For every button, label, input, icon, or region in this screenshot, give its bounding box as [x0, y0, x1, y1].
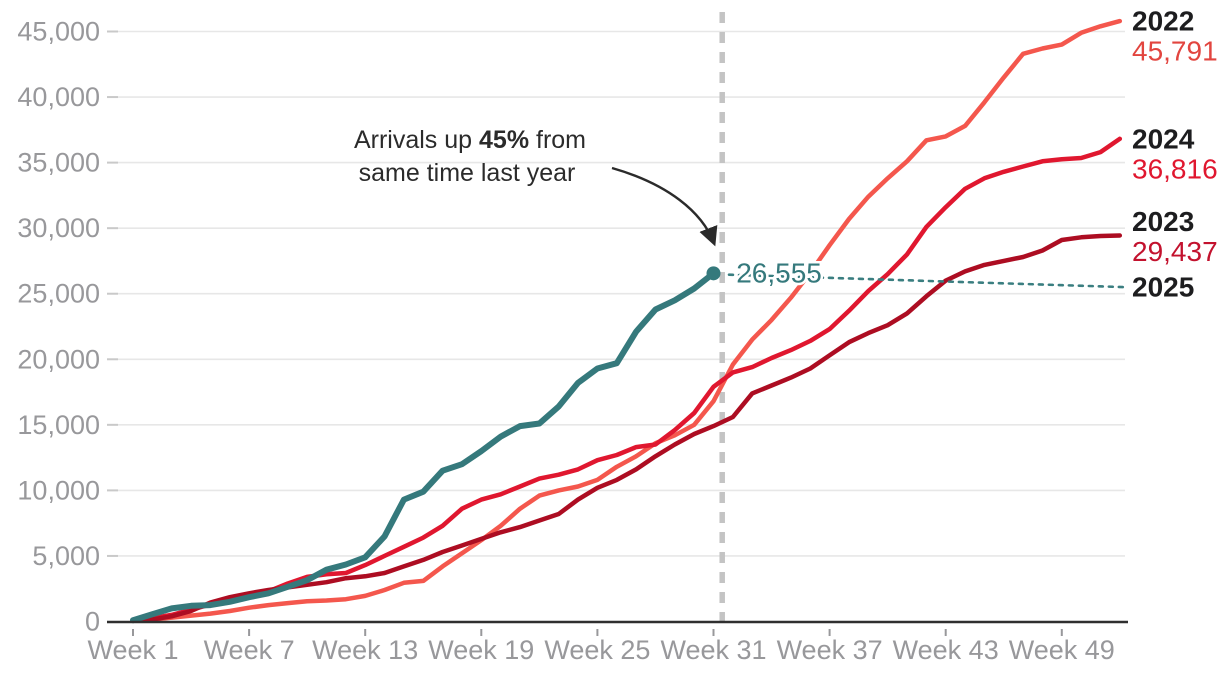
year-label-2022: 2022 — [1132, 6, 1194, 37]
final-value-label-2022: 45,791 — [1132, 36, 1218, 67]
series-lines — [130, 18, 1127, 624]
year-label-2025: 2025 — [1132, 272, 1194, 303]
y-axis-label: 45,000 — [17, 17, 100, 47]
gridlines: 0 5,000 10,000 15,000 20,000 25,000 30,000 35,0… — [17, 17, 1125, 637]
line-end-dot — [706, 266, 721, 281]
y-axis-label: 35,000 — [17, 148, 100, 178]
y-axis-label: 25,000 — [17, 279, 100, 309]
line-2025 — [130, 270, 717, 624]
y-axis-label: 30,000 — [17, 213, 100, 243]
x-axis-label: Week 13 — [312, 635, 418, 665]
x-axis-label: Week 7 — [204, 635, 295, 665]
x-axis-label: Week 19 — [428, 635, 534, 665]
line-2024 — [130, 136, 1123, 623]
x-axis-label: Week 37 — [777, 635, 883, 665]
annotation-arrow — [611, 166, 718, 247]
annotation-line2: same time last year — [359, 159, 576, 187]
y-axis-label: 10,000 — [17, 475, 100, 505]
axes: Week 1 Week 7 Week 13 Week 19 Week 25 Week 31… — [87, 620, 1128, 665]
year-label-2023: 2023 — [1132, 206, 1194, 237]
x-axis-label: Week 31 — [660, 635, 766, 665]
x-axis-label: Week 1 — [87, 635, 178, 665]
y-axis-label: 20,000 — [17, 344, 100, 374]
final-value-label-2023: 29,437 — [1132, 236, 1218, 267]
y-axis-label: 5,000 — [32, 541, 100, 571]
year-label-2024: 2024 — [1132, 123, 1195, 154]
current-value-label: 26,555 — [736, 257, 822, 288]
x-axis-label: Week 25 — [544, 635, 650, 665]
x-axis-label: Week 49 — [1009, 635, 1115, 665]
final-value-label-2024: 36,816 — [1132, 153, 1218, 184]
x-axis-label: Week 43 — [893, 635, 999, 665]
y-axis-label: 15,000 — [17, 410, 100, 440]
line-2022 — [130, 18, 1123, 623]
annotation-line1: Arrivals up 45% from — [354, 126, 586, 154]
y-axis-label: 0 — [85, 607, 100, 637]
annotation: Arrivals up 45% from same time last year — [354, 126, 718, 247]
projection-dotted-line — [727, 273, 1127, 289]
y-axis-label: 40,000 — [17, 82, 100, 112]
